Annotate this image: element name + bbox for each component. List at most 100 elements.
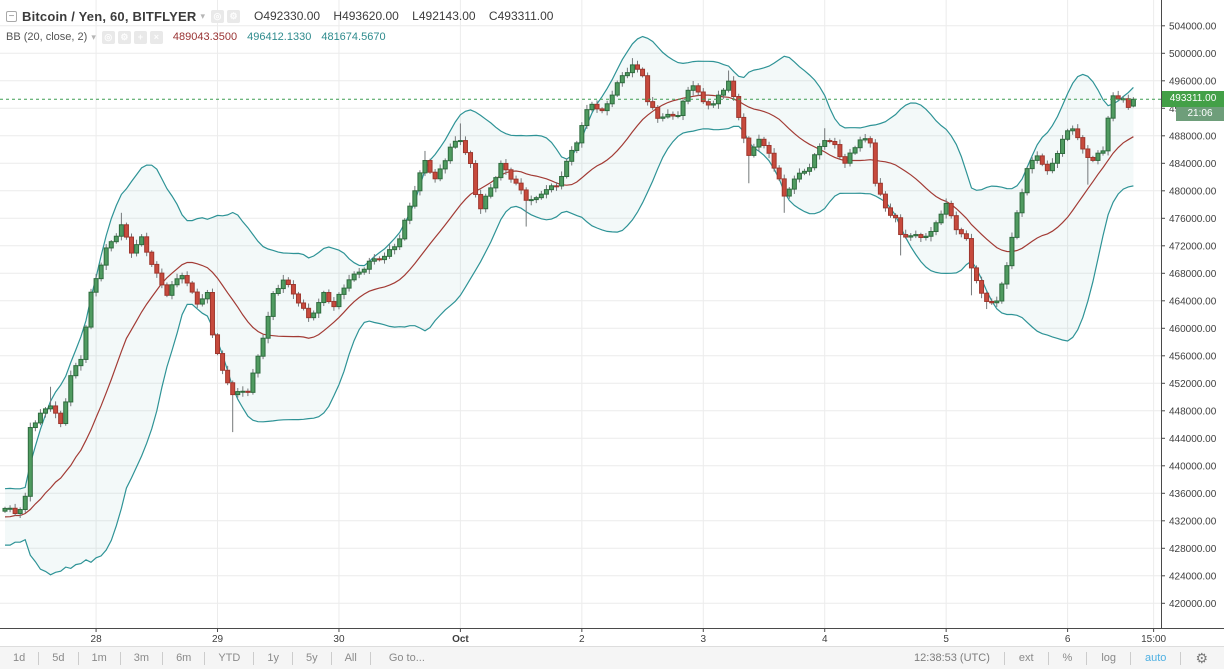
svg-text:476000.00: 476000.00 — [1169, 214, 1217, 225]
legend-collapse-icon[interactable]: − — [6, 10, 17, 22]
time-axis-labels: 28 29 30 Oct 2 3 4 5 6 15:00 — [91, 628, 1167, 645]
range-button-5y[interactable]: 5y — [305, 652, 318, 664]
svg-text:28: 28 — [91, 634, 103, 645]
bollinger-band — [4, 35, 1134, 576]
svg-text:452000.00: 452000.00 — [1169, 379, 1217, 390]
bb-lower-value: 481674.5670 — [321, 31, 386, 43]
svg-text:15:00: 15:00 — [1141, 634, 1166, 645]
divider — [1180, 651, 1182, 665]
range-button-1y[interactable]: 1y — [267, 652, 279, 664]
divider — [1047, 651, 1049, 665]
divider — [162, 651, 164, 665]
svg-text:488000.00: 488000.00 — [1169, 131, 1217, 142]
divider — [330, 651, 332, 665]
band-fill — [5, 36, 1134, 575]
svg-text:472000.00: 472000.00 — [1169, 241, 1217, 252]
percent-scale-button[interactable]: % — [1062, 652, 1073, 664]
divider — [77, 651, 79, 665]
chart-legend: − Bitcoin / Yen, 60, BITFLYER ▾ ◎ ⚙ O492… — [6, 6, 553, 46]
close-label: C — [488, 9, 498, 23]
svg-text:456000.00: 456000.00 — [1169, 351, 1217, 362]
bar-countdown-badge: 21:06 — [1176, 107, 1224, 122]
gear-icon[interactable]: ⚙ — [226, 9, 240, 23]
band-basis-line — [4, 94, 1134, 518]
svg-text:460000.00: 460000.00 — [1169, 324, 1217, 335]
svg-text:3: 3 — [700, 634, 706, 645]
svg-text:29: 29 — [212, 634, 224, 645]
eye-icon[interactable]: ◎ — [101, 30, 115, 44]
range-button-all[interactable]: All — [344, 652, 357, 664]
band-upper-line — [4, 35, 1134, 490]
high-value: 493620.00 — [342, 9, 399, 23]
close-value: 493311.00 — [497, 9, 554, 23]
low-label: L — [412, 9, 419, 23]
range-button-6m[interactable]: 6m — [176, 652, 192, 664]
divider — [38, 651, 40, 665]
divider — [1003, 651, 1005, 665]
divider — [369, 651, 371, 665]
divider — [291, 651, 293, 665]
log-scale-button[interactable]: log — [1101, 652, 1117, 664]
chevron-down-icon[interactable]: ▾ — [200, 10, 205, 21]
chevron-down-icon[interactable]: ▾ — [91, 31, 96, 42]
svg-text:440000.00: 440000.00 — [1169, 461, 1217, 472]
svg-text:500000.00: 500000.00 — [1169, 49, 1217, 60]
eye-icon[interactable]: ◎ — [210, 9, 224, 23]
svg-text:6: 6 — [1065, 634, 1071, 645]
gear-icon[interactable]: ⚙ — [117, 30, 131, 44]
svg-text:428000.00: 428000.00 — [1169, 544, 1217, 555]
goto-button[interactable]: Go to... — [388, 652, 425, 664]
auto-scale-button[interactable]: auto — [1145, 652, 1167, 664]
range-button-ytd[interactable]: YTD — [218, 652, 241, 664]
range-button-5d[interactable]: 5d — [52, 652, 65, 664]
svg-text:30: 30 — [333, 634, 345, 645]
svg-text:496000.00: 496000.00 — [1169, 76, 1217, 87]
symbol-title[interactable]: Bitcoin / Yen, 60, BITFLYER — [22, 8, 197, 24]
band-lower-line — [5, 125, 1134, 576]
last-price-badge: 493311.00 — [1162, 91, 1224, 108]
divider — [253, 651, 255, 665]
range-button-1d[interactable]: 1d — [13, 652, 26, 664]
svg-text:444000.00: 444000.00 — [1169, 434, 1217, 445]
svg-text:464000.00: 464000.00 — [1169, 296, 1217, 307]
close-icon[interactable]: × — [149, 30, 163, 44]
divider — [204, 651, 206, 665]
bb-basis-value: 489043.3500 — [172, 31, 238, 43]
settings-gear-icon[interactable]: ⚙ — [1195, 649, 1208, 666]
open-value: 492330.00 — [263, 9, 321, 23]
svg-text:432000.00: 432000.00 — [1169, 516, 1217, 527]
range-button-3m[interactable]: 3m — [133, 652, 150, 664]
ohlc-values: O492330.00 H493620.00 L492143.00 C493311… — [254, 9, 553, 23]
divider — [119, 651, 121, 665]
svg-text:424000.00: 424000.00 — [1169, 571, 1217, 582]
price-axis-labels: 420000.00 424000.00 428000.00 432000.00 4360… — [1161, 21, 1217, 610]
svg-text:484000.00: 484000.00 — [1169, 159, 1217, 170]
price-chart-canvas[interactable]: 420000.00 424000.00 428000.00 432000.00 4360… — [0, 0, 1224, 646]
candles-layer — [2, 58, 1136, 518]
svg-text:4: 4 — [822, 634, 828, 645]
svg-text:Oct: Oct — [452, 634, 469, 645]
range-button-1m[interactable]: 1m — [91, 652, 107, 664]
svg-text:468000.00: 468000.00 — [1169, 269, 1217, 280]
divider — [1130, 651, 1132, 665]
bb-upper-value: 496412.1330 — [247, 31, 312, 43]
low-value: 492143.00 — [418, 9, 476, 23]
high-label: H — [333, 9, 343, 23]
svg-text:504000.00: 504000.00 — [1169, 21, 1217, 32]
svg-text:448000.00: 448000.00 — [1169, 406, 1217, 417]
bottom-toolbar: 1d 5d 1m 3m 6m YTD 1y 5y All Go to... 12… — [0, 646, 1224, 669]
plus-icon[interactable]: + — [133, 30, 147, 44]
divider — [1086, 651, 1088, 665]
svg-text:5: 5 — [943, 634, 949, 645]
open-label: O — [253, 9, 264, 23]
time-axis[interactable] — [0, 628, 1224, 646]
utc-clock[interactable]: 12:38:53 (UTC) — [914, 652, 990, 664]
extended-hours-button[interactable]: ext — [1018, 652, 1034, 664]
svg-text:420000.00: 420000.00 — [1169, 599, 1217, 610]
svg-text:2: 2 — [579, 634, 585, 645]
svg-text:436000.00: 436000.00 — [1169, 489, 1217, 500]
axes — [0, 0, 1224, 629]
indicator-title[interactable]: BB (20, close, 2) — [6, 31, 88, 43]
svg-text:480000.00: 480000.00 — [1169, 186, 1217, 197]
